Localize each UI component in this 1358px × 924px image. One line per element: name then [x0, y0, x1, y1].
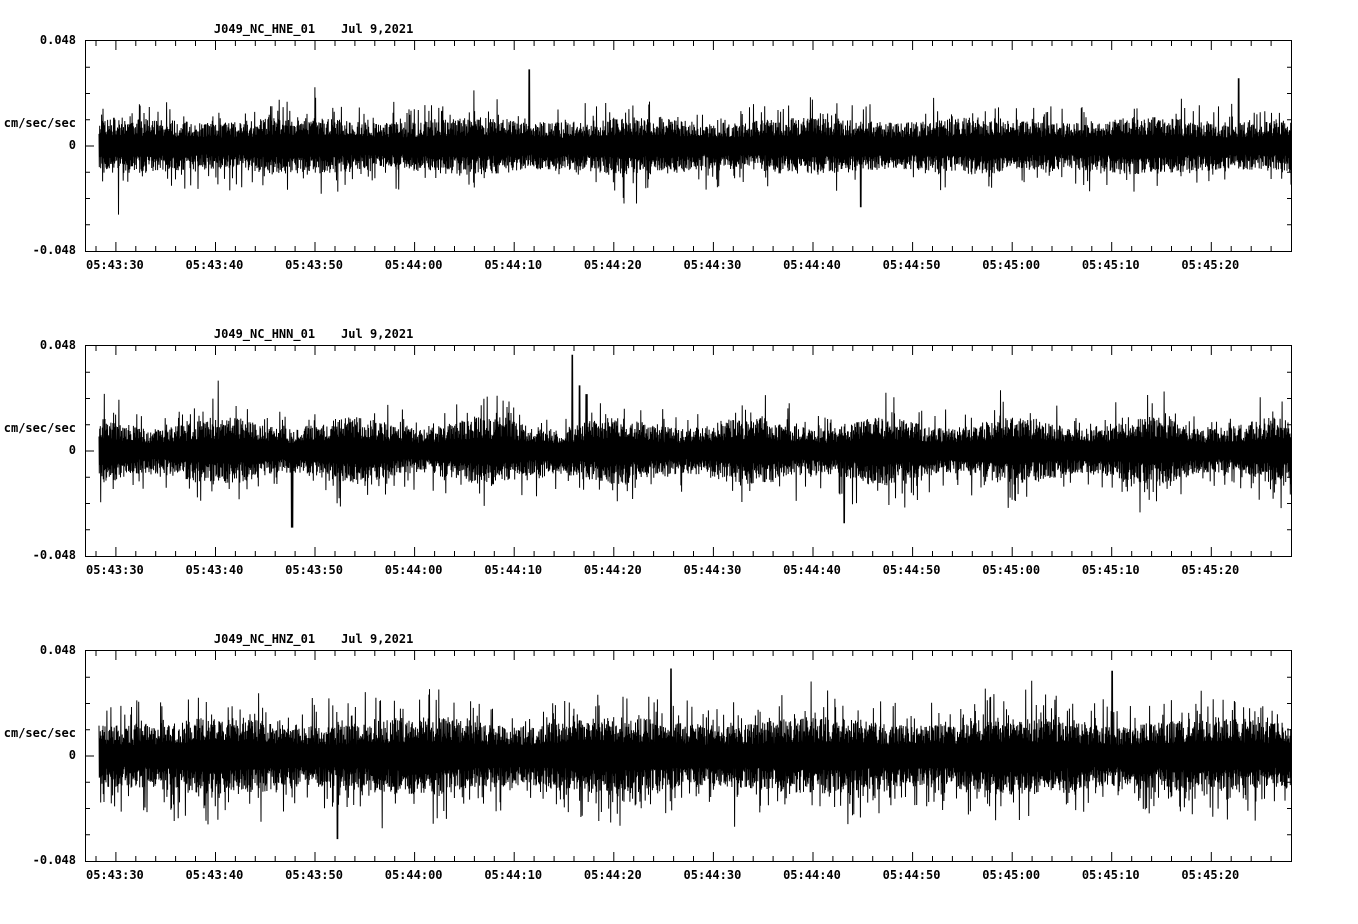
x-axis-tick-labels: 05:43:30 05:43:40 05:43:50 05:44:00 05:44:10…	[0, 868, 1358, 884]
waveform-trace	[86, 346, 1291, 556]
y-tick-min: -0.048	[32, 853, 76, 867]
x-tick-label: 05:44:40	[783, 258, 841, 272]
seismogram-panel-hnn: J049_NC_HNN_01 Jul 9,2021 0.048 cm/sec/se…	[0, 313, 1358, 618]
x-tick-label: 05:45:00	[982, 258, 1041, 272]
x-tick-label: 05:45:10	[1081, 868, 1140, 882]
x-tick-label: 05:45:10	[1081, 563, 1140, 577]
y-axis-unit-label: cm/sec/sec	[3, 116, 76, 130]
y-axis-unit-label: cm/sec/sec	[3, 421, 76, 435]
y-tick-min: -0.048	[32, 243, 76, 257]
plot-title-date: Jul 9,2021	[341, 22, 414, 36]
plot-title: J049_NC_HNN_01 Jul 9,2021	[185, 313, 413, 355]
x-tick-label: 05:44:10	[484, 563, 543, 577]
x-axis-tick-labels: 05:43:30 05:43:40 05:43:50 05:44:00 05:44:10…	[0, 258, 1358, 274]
x-tick-label: 05:43:50	[285, 868, 343, 882]
x-tick-label: 05:43:50	[285, 258, 343, 272]
plot-area	[85, 40, 1292, 252]
y-tick-max: 0.048	[39, 33, 76, 47]
x-tick-label: 05:44:30	[683, 258, 742, 272]
x-tick-label: 05:44:40	[783, 868, 841, 882]
x-tick-label: 05:43:40	[185, 868, 244, 882]
y-axis-unit-label: cm/sec/sec	[3, 726, 76, 740]
x-axis-tick-labels: 05:43:30 05:43:40 05:43:50 05:44:00 05:44:10…	[0, 563, 1358, 579]
x-tick-label: 05:45:20	[1181, 563, 1240, 577]
plot-title-station: J049_NC_HNE_01	[213, 22, 316, 36]
plot-area	[85, 650, 1292, 862]
x-tick-label: 05:44:50	[882, 868, 941, 882]
x-tick-label: 05:44:20	[583, 258, 642, 272]
x-tick-label: 05:44:10	[484, 258, 543, 272]
x-tick-label: 05:43:30	[85, 868, 144, 882]
x-tick-label: 05:43:40	[185, 258, 244, 272]
x-tick-label: 05:43:40	[185, 563, 244, 577]
x-tick-label: 05:43:30	[85, 563, 144, 577]
x-tick-label: 05:44:00	[384, 563, 443, 577]
x-tick-label: 05:43:50	[285, 563, 343, 577]
plot-title-date: Jul 9,2021	[341, 327, 414, 341]
waveform-trace	[86, 651, 1291, 861]
seismogram-panel-hne: J049_NC_HNE_01 Jul 9,2021 0.048 cm/sec/se…	[0, 8, 1358, 313]
x-tick-label: 05:45:00	[982, 868, 1041, 882]
x-tick-label: 05:44:00	[384, 868, 443, 882]
x-tick-label: 05:45:20	[1181, 258, 1240, 272]
seismogram-panel-hnz: J049_NC_HNZ_01 Jul 9,2021 0.048 cm/sec/se…	[0, 618, 1358, 923]
x-tick-label: 05:44:50	[882, 563, 941, 577]
plot-title-station: J049_NC_HNN_01	[213, 327, 316, 341]
y-tick-zero: 0	[68, 443, 76, 457]
y-tick-zero: 0	[68, 138, 76, 152]
x-tick-label: 05:45:10	[1081, 258, 1140, 272]
x-tick-label: 05:44:40	[783, 563, 841, 577]
x-tick-label: 05:44:50	[882, 258, 941, 272]
x-tick-label: 05:44:30	[683, 868, 742, 882]
x-tick-label: 05:43:30	[85, 258, 144, 272]
y-tick-zero: 0	[68, 748, 76, 762]
plot-title: J049_NC_HNZ_01 Jul 9,2021	[185, 618, 413, 660]
x-tick-label: 05:45:20	[1181, 868, 1240, 882]
waveform-trace	[86, 41, 1291, 251]
plot-title: J049_NC_HNE_01 Jul 9,2021	[185, 8, 413, 50]
plot-title-date: Jul 9,2021	[341, 632, 414, 646]
x-tick-label: 05:44:20	[583, 563, 642, 577]
y-tick-max: 0.048	[39, 338, 76, 352]
y-tick-max: 0.048	[39, 643, 76, 657]
y-tick-min: -0.048	[32, 548, 76, 562]
x-tick-label: 05:44:00	[384, 258, 443, 272]
x-tick-label: 05:44:20	[583, 868, 642, 882]
x-tick-label: 05:44:30	[683, 563, 742, 577]
plot-title-station: J049_NC_HNZ_01	[213, 632, 316, 646]
plot-area	[85, 345, 1292, 557]
x-tick-label: 05:45:00	[982, 563, 1041, 577]
x-tick-label: 05:44:10	[484, 868, 543, 882]
